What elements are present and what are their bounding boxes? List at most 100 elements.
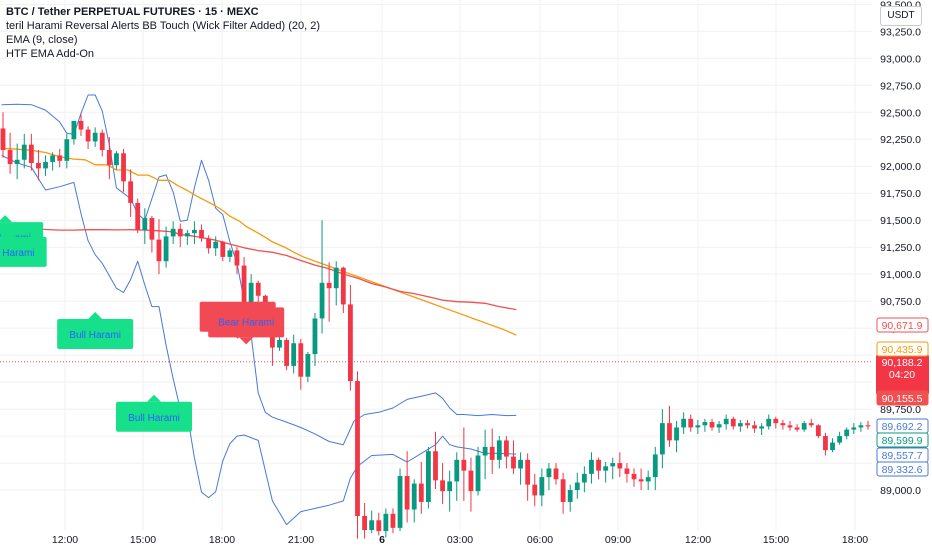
label-box [208, 307, 285, 338]
candle-body [270, 328, 275, 348]
y-tick-label: 92,250.0 [880, 134, 921, 146]
candle-body [142, 218, 148, 230]
candle-body [234, 250, 240, 266]
candle-body [433, 451, 438, 481]
bull-harami-label: Bull Harami [57, 311, 134, 349]
countdown-timer: 04:20 [889, 369, 915, 381]
candle-body [773, 418, 779, 424]
price-tags: 90,188.204:2090,671.990,435.990,155.589,… [876, 317, 929, 477]
y-tick-label: 89,000.0 [880, 485, 921, 497]
candle-body [64, 139, 70, 161]
candle-body [596, 459, 601, 471]
candle-body [383, 513, 389, 532]
candle-body [560, 479, 566, 502]
label-pointer [1, 229, 16, 237]
candle-body [574, 482, 580, 491]
candle-body [149, 218, 155, 240]
candle-body [0, 128, 6, 151]
candle-body [589, 459, 594, 474]
candle-body [766, 418, 772, 427]
candle-body [815, 425, 821, 437]
candle-body [21, 144, 27, 160]
x-tick-label: 12:00 [52, 534, 78, 546]
candle-body [645, 477, 651, 482]
label-pointer [147, 394, 162, 402]
candle-body [482, 446, 488, 456]
candle-body [461, 459, 467, 471]
bull-harami-label: Bull Harami [116, 394, 193, 432]
y-tick-label: 90,750.0 [880, 296, 921, 308]
candle-body [440, 480, 445, 492]
x-tick-label: 09:00 [605, 534, 631, 546]
price-tag-label: 90,671.9 [882, 320, 923, 332]
candle-body [823, 436, 828, 451]
indicator-legend-htf-ema[interactable]: HTF EMA Add-On [6, 48, 95, 60]
candle-body [404, 476, 410, 510]
candle-body [248, 282, 254, 315]
candle-body [844, 429, 850, 437]
candle-body [92, 132, 98, 142]
x-tick-label: 12:00 [685, 534, 711, 546]
candle-body [688, 418, 694, 428]
bull-harami-label: Bull Harami [0, 229, 47, 267]
candle-body [475, 455, 481, 492]
candle-body [674, 427, 679, 441]
candle-body [539, 477, 545, 496]
candle-body [305, 354, 311, 377]
candle-body [291, 343, 297, 366]
y-tick-label: 92,750.0 [880, 80, 921, 92]
label-pointer [88, 311, 103, 319]
label-pointer [239, 337, 254, 345]
candle-body [7, 150, 13, 165]
candle-body [50, 155, 56, 162]
symbol-title[interactable]: BTC / Tether PERPETUAL FUTURES · 15 · ME… [6, 6, 259, 18]
y-tick-label: 92,000.0 [880, 161, 921, 173]
candle-body [14, 159, 20, 165]
candle-body [496, 440, 502, 460]
candle-body [220, 241, 226, 257]
candle-body [631, 473, 637, 480]
candle-body [241, 265, 247, 315]
price-tag-box [876, 461, 929, 477]
label-box [0, 236, 47, 267]
candle-body [567, 490, 573, 502]
candle-body [801, 423, 807, 430]
label-text: Bear Harami [218, 317, 274, 328]
candle-body [184, 233, 190, 237]
candle-body [638, 479, 644, 482]
candle-body [454, 459, 460, 482]
candle-body [362, 515, 367, 530]
y-tick-label: 93,250.0 [880, 26, 921, 38]
candle-body [546, 468, 552, 478]
candle-body [135, 202, 141, 230]
bollinger-lower-band [1, 154, 517, 526]
candle-body [177, 228, 183, 237]
price-tag-label: 89,332.6 [882, 464, 923, 476]
indicator-legend-harami[interactable]: teril Harami Reversal Alerts BB Touch (W… [6, 20, 321, 32]
candle-body [418, 483, 424, 502]
candle-body [787, 425, 793, 428]
price-tag-label: 89,692.2 [882, 421, 923, 433]
price-tag-label: 90,435.9 [882, 344, 923, 356]
y-tick-label: 93,500.0 [880, 0, 921, 11]
price-tag-box [876, 390, 929, 406]
candle-body [702, 422, 708, 426]
last-price-tag-bg [876, 354, 929, 395]
candle-body [730, 418, 736, 427]
candle-body [503, 440, 509, 457]
x-tick-label: 03:00 [447, 534, 473, 546]
ema-9-line [1, 225, 517, 311]
candle-body [652, 454, 658, 478]
y-tick-label: 91,500.0 [880, 215, 921, 227]
candle-body [759, 426, 765, 429]
indicator-legend-ema[interactable]: EMA (9, close) [6, 34, 78, 46]
candle-body [518, 459, 523, 469]
currency-selector-button[interactable]: USDT [880, 6, 922, 26]
candle-body [723, 418, 729, 425]
candle-body [284, 340, 289, 366]
candle-body [298, 343, 304, 377]
candle-body [99, 132, 105, 151]
candle-body [163, 236, 169, 262]
